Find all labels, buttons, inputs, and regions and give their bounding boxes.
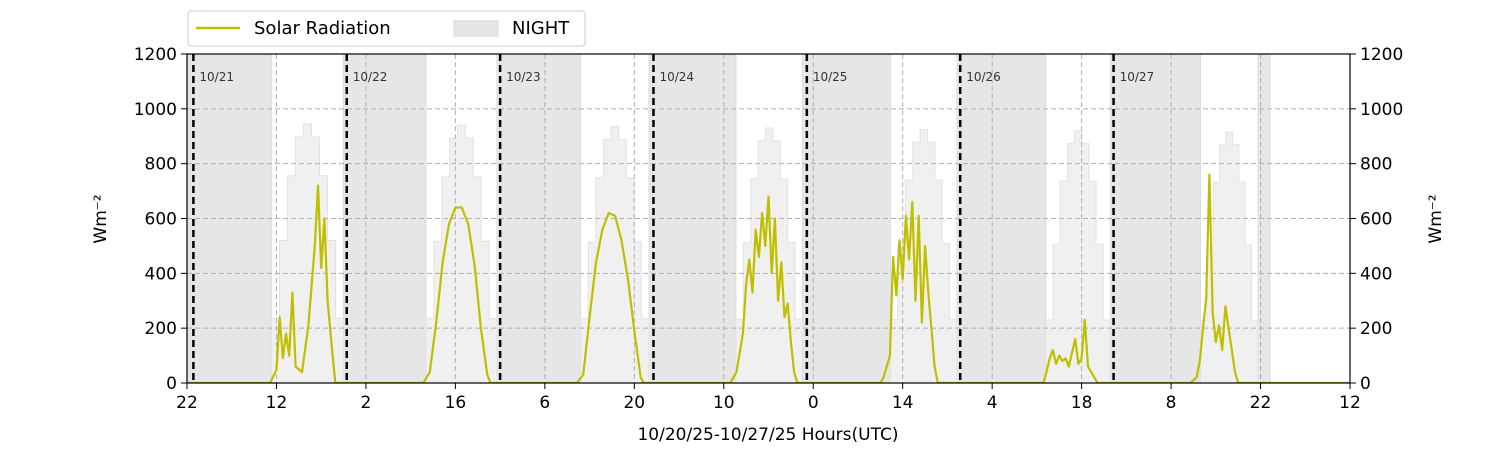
xtick-label-5: 20 — [623, 393, 645, 413]
clear-sky-day-6 — [1199, 131, 1259, 383]
day-label-6: 10/27 — [1120, 70, 1155, 84]
ytick-left-label-200: 200 — [145, 319, 177, 339]
day-label-5: 10/26 — [966, 70, 1001, 84]
grid — [187, 54, 1350, 383]
ytick-right-label-600: 600 — [1360, 210, 1392, 230]
ytick-left-label-0: 0 — [166, 374, 177, 394]
series-line-0 — [187, 173, 1350, 383]
clear-sky-envelope — [270, 123, 1259, 383]
legend-box — [187, 10, 586, 47]
ytick-left-label-1000: 1000 — [134, 100, 177, 120]
ytick-right-label-800: 800 — [1360, 155, 1392, 175]
xtick-label-0: 22 — [176, 393, 198, 413]
y-axis-right: 0 200 400 600 800 1000 1200 — [1350, 45, 1403, 394]
y-axis-label-right: Wm⁻² — [1426, 194, 1446, 243]
y-axis-label-left: Wm⁻² — [91, 194, 111, 243]
ytick-left-label-1200: 1200 — [134, 45, 177, 65]
legend-night-swatch — [453, 20, 499, 37]
night-band-5 — [956, 54, 1047, 383]
ytick-left-label-600: 600 — [145, 210, 177, 230]
day-label-0: 10/21 — [199, 70, 234, 84]
ytick-right-label-1200: 1200 — [1360, 45, 1403, 65]
clear-sky-day-3 — [735, 127, 803, 383]
xtick-label-7: 0 — [808, 393, 819, 413]
ytick-right-label-1000: 1000 — [1360, 100, 1403, 120]
xtick-label-12: 22 — [1250, 393, 1272, 413]
ytick-right-label-0: 0 — [1360, 374, 1371, 394]
ytick-right-label-400: 400 — [1360, 264, 1392, 284]
clear-sky-day-0 — [270, 123, 345, 383]
xtick-label-8: 14 — [892, 393, 914, 413]
ytick-right-label-200: 200 — [1360, 319, 1392, 339]
xtick-label-4: 6 — [539, 393, 550, 413]
xtick-label-3: 16 — [445, 393, 467, 413]
xtick-label-13: 12 — [1339, 393, 1361, 413]
legend-night-label: NIGHT — [512, 18, 570, 39]
day-label-2: 10/23 — [506, 70, 541, 84]
x-axis-label: 10/20/25-10/27/25 Hours(UTC) — [637, 425, 898, 445]
y-axis-left: 0 200 400 600 800 1000 1200 — [134, 45, 187, 394]
clear-sky-day-2 — [580, 126, 650, 383]
ytick-left-label-800: 800 — [145, 155, 177, 175]
xtick-label-2: 2 — [361, 393, 372, 413]
day-label-1: 10/22 — [353, 70, 388, 84]
xtick-label-10: 18 — [1071, 393, 1093, 413]
legend-solar-label: Solar Radiation — [254, 18, 391, 39]
clear-sky-day-5 — [1045, 130, 1111, 383]
ytick-left-label-400: 400 — [145, 264, 177, 284]
legend: Solar Radiation NIGHT — [187, 10, 586, 47]
xtick-label-11: 8 — [1166, 393, 1177, 413]
x-axis: 22 12 2 16 6 20 10 0 14 4 18 8 22 12 — [176, 383, 1361, 413]
series-layer — [187, 173, 1350, 383]
xtick-label-1: 12 — [266, 393, 288, 413]
xtick-label-6: 10 — [713, 393, 735, 413]
day-boundaries: 10/21 10/22 10/23 10/24 10/25 10/26 10/27 — [192, 54, 1155, 383]
xtick-label-9: 4 — [987, 393, 998, 413]
day-label-4: 10/25 — [813, 70, 848, 84]
day-label-3: 10/24 — [659, 70, 694, 84]
